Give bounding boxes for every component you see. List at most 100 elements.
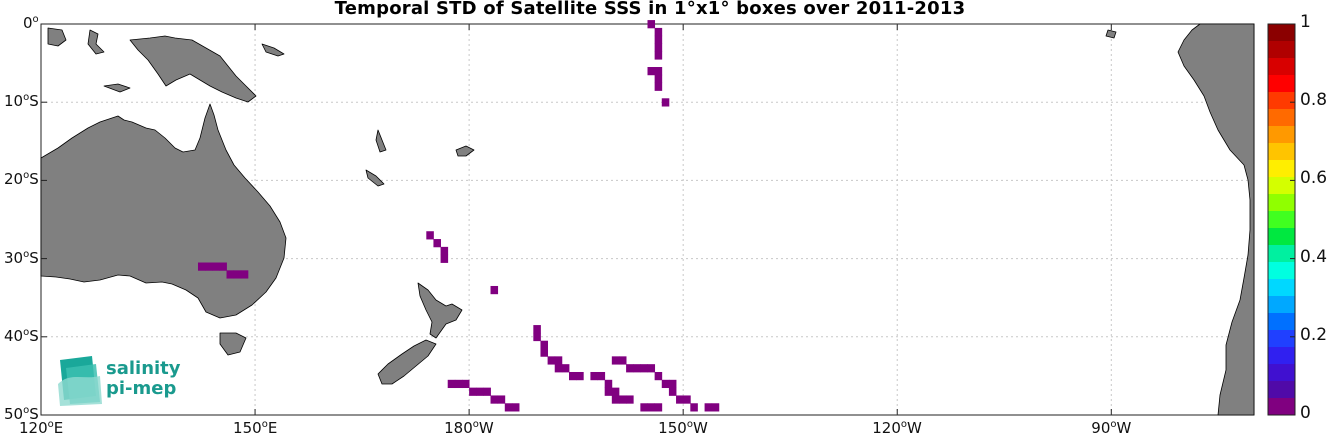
- std-cell: [676, 395, 684, 404]
- lat-label-5: 50oS: [4, 405, 39, 423]
- logo-mark: [58, 356, 102, 406]
- std-cell: [611, 395, 620, 404]
- colorbar-segment: [1268, 109, 1295, 127]
- std-cell: [654, 35, 663, 44]
- colorbar-label-0: 1: [1300, 12, 1311, 32]
- colorbar-segment: [1268, 364, 1295, 382]
- std-cell: [540, 348, 549, 357]
- std-cell: [240, 270, 249, 279]
- colorbar-segment: [1268, 75, 1295, 93]
- chart-title: Temporal STD of Satellite SSS in 1°x1° b…: [334, 0, 966, 19]
- std-cell: [604, 387, 613, 396]
- colorbar-segment: [1268, 262, 1295, 280]
- colorbar-segment: [1268, 381, 1295, 399]
- std-cell: [440, 254, 449, 263]
- std-cell: [654, 67, 663, 76]
- map-gridlines: [41, 24, 1254, 415]
- lon-label-4: 120oW: [872, 419, 922, 437]
- lat-label-2: 20oS: [4, 170, 39, 189]
- std-cell: [647, 364, 656, 373]
- std-cell: [611, 387, 620, 396]
- std-cell: [654, 74, 663, 84]
- lat-label-1: 10oS: [4, 92, 39, 111]
- land-tasmania: [219, 332, 247, 356]
- colorbar-segment: [1268, 330, 1295, 348]
- colorbar-segment: [1268, 24, 1295, 42]
- lon-label-3: 150oW: [658, 419, 708, 437]
- std-cells: [197, 20, 720, 412]
- colorbar-label-4: 0.2: [1300, 324, 1328, 345]
- std-cell: [654, 51, 663, 60]
- std-cell: [212, 262, 220, 271]
- colorbar-segment: [1268, 347, 1295, 365]
- std-cell: [226, 270, 235, 279]
- std-cell: [640, 364, 648, 373]
- logo-text-salinity: salinity: [106, 358, 181, 379]
- std-cell: [618, 395, 627, 404]
- land-south-america: [1177, 23, 1255, 416]
- lon-label-0: 120oE: [19, 419, 64, 437]
- std-cell: [461, 379, 470, 389]
- land-new-zealand-south: [377, 339, 437, 385]
- colorbar-frame: [1267, 23, 1296, 416]
- std-cell: [233, 270, 242, 279]
- std-cell: [668, 379, 677, 389]
- std-cell: [618, 356, 627, 365]
- colorbar-label-3: 0.4: [1300, 246, 1328, 267]
- std-cell: [197, 262, 206, 271]
- colorbar-segment: [1268, 126, 1295, 144]
- std-cell: [647, 20, 656, 29]
- colorbar-segment: [1268, 245, 1295, 263]
- std-cell: [497, 395, 506, 404]
- std-cell: [490, 395, 499, 404]
- colorbar-segment: [1268, 160, 1295, 178]
- std-cell: [483, 387, 491, 396]
- std-cell: [569, 371, 577, 381]
- std-cell: [661, 379, 670, 389]
- std-cell: [540, 340, 549, 349]
- std-cell: [668, 387, 677, 396]
- std-cell: [433, 239, 441, 248]
- std-cell: [490, 285, 499, 295]
- std-cell: [547, 356, 556, 365]
- colorbar-label-5: 0: [1300, 403, 1311, 423]
- std-cell: [561, 364, 570, 373]
- std-cell: [640, 403, 648, 412]
- std-cell: [626, 395, 634, 404]
- colorbar-segment: [1268, 194, 1295, 212]
- std-cell: [661, 98, 670, 107]
- axis-tick-marks: [40, 23, 1112, 416]
- std-cell: [454, 379, 463, 389]
- colorbar: [1267, 23, 1296, 416]
- colorbar-segment: [1268, 211, 1295, 229]
- lon-label-1: 150oE: [233, 419, 278, 437]
- std-cell: [219, 262, 227, 271]
- std-cell: [611, 356, 620, 365]
- std-cell: [690, 403, 698, 412]
- colorbar-segment: [1268, 143, 1295, 161]
- lon-label-2: 180oW: [444, 419, 494, 437]
- std-cell: [533, 325, 541, 334]
- std-cell: [554, 364, 563, 373]
- colorbar-segment: [1268, 313, 1295, 331]
- std-cell: [654, 403, 663, 412]
- colorbar-segment: [1268, 296, 1295, 314]
- land-timor: [103, 83, 131, 93]
- lat-label-0: 0o: [23, 14, 39, 32]
- std-cell: [654, 82, 663, 91]
- std-cell: [554, 356, 563, 365]
- land-new-guinea: [129, 35, 257, 103]
- logo-text-pi-mep: pi-mep: [106, 378, 176, 399]
- land-solomons: [261, 43, 285, 57]
- std-cell: [633, 364, 641, 373]
- std-cell: [590, 371, 598, 381]
- std-cell: [654, 43, 663, 52]
- std-cell: [469, 387, 477, 396]
- colorbar-segment: [1268, 398, 1295, 416]
- land-new-zealand-north: [417, 282, 463, 339]
- lon-label-5: 90oW: [1091, 419, 1132, 437]
- std-cell: [576, 371, 584, 381]
- salinity-logo: salinity pi-mep: [58, 356, 181, 406]
- colorbar-segment: [1268, 58, 1295, 76]
